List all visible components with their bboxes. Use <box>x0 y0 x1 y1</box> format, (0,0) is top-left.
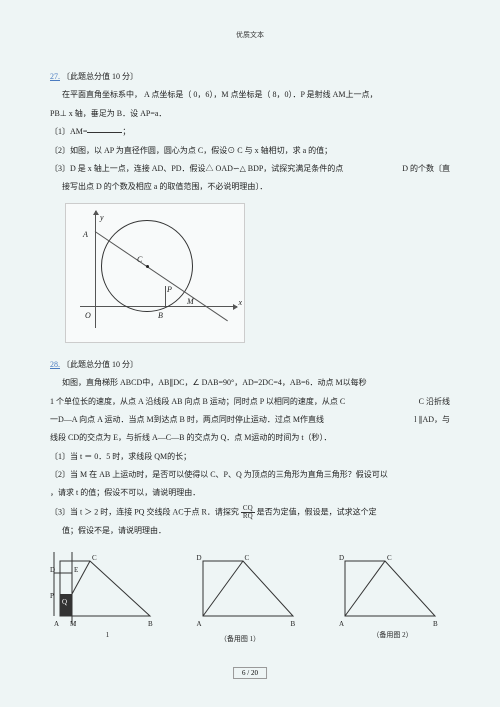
prob-28-title: 〔此题总分值 10 分〕 <box>62 360 138 369</box>
fraction-cq-rq: CQ RQ <box>241 505 255 520</box>
p28-q2b: ，请求 t 的值；假设不可以，请说明理由． <box>50 486 450 500</box>
p27-q1: 〔1〕AM=； <box>50 125 450 139</box>
p27-q2: 〔2〕如图，以 AP 为直径作圆，圆心为点 C，假设⊙ C 与 x 轴相切，求 … <box>50 144 450 158</box>
prob-27-num: 27. <box>50 72 60 81</box>
p28-line4: 线段 CD的交点为 E，与折线 A—C—B 的交点为 Q．点 M运动的时间为 t… <box>50 431 450 445</box>
problem-27: 27. 〔此题总分值 10 分〕 在平面直角坐标系中， A 点坐标是（ 0，6）… <box>50 70 450 343</box>
p28-line1: 如图，直角梯形 ABCD中，AB∥DC，∠ DAB=90°，AD=2DC=4，A… <box>62 376 450 390</box>
p28-q2: 〔2〕当 M 在 AB 上运动时，是否可以使得以 C、P、Q 为顶点的三角形为直… <box>50 468 450 482</box>
triangle-fig-2: D C A B <box>193 546 308 641</box>
figure-circle: y x O A C P B M <box>65 203 245 343</box>
p27-q3: 〔3〕D 是 x 轴上一点，连接 AD、PD．假设△ OAD∽△ BDP，试探究… <box>50 162 450 176</box>
page-header: 优质文本 <box>50 30 450 40</box>
p28-q3c: 值；假设不是，请说明理由． <box>62 524 450 538</box>
page-number-box: 6 / 20 <box>233 667 267 679</box>
prob-27-title: 〔此题总分值 10 分〕 <box>62 72 138 81</box>
p28-line3: 一D—A 向点 A 运动．当点 M到达点 B 时，两点同时停止运动．过点 M作直… <box>50 413 450 427</box>
p27-line2: PB⊥ x 轴，垂足为 B．设 AP=a． <box>50 107 450 121</box>
p28-line2: 1 个单位长的速度，从点 A 沿线段 AB 向点 B 运动；同时点 P 以相同的… <box>50 395 450 409</box>
p27-line1: 在平面直角坐标系中， A 点坐标是（ 0，6），M 点坐标是（ 8，0）．P 是… <box>62 88 450 102</box>
triangle-fig-3: D C A B （备用图 2） <box>335 546 450 641</box>
triangle-figures: D P C E Q A M B l 1 D <box>50 546 450 641</box>
p28-q1: 〔1〕当 t ＝ 0．5 时，求线段 QM的长； <box>50 450 450 464</box>
p28-q3: 〔3〕当 t ＞ 2 时，连接 PQ 交线段 AC于点 R．请探究 CQ RQ … <box>50 505 450 520</box>
p27-q3b: 接写出点 D 的个数及相应 a 的取值范围，不必说明理由〕． <box>62 180 450 194</box>
triangle-fig-1: D P C E Q A M B l 1 <box>50 546 165 641</box>
prob-28-num: 28. <box>50 360 60 369</box>
problem-28: 28. 〔此题总分值 10 分〕 如图，直角梯形 ABCD中，AB∥DC，∠ D… <box>50 358 450 646</box>
